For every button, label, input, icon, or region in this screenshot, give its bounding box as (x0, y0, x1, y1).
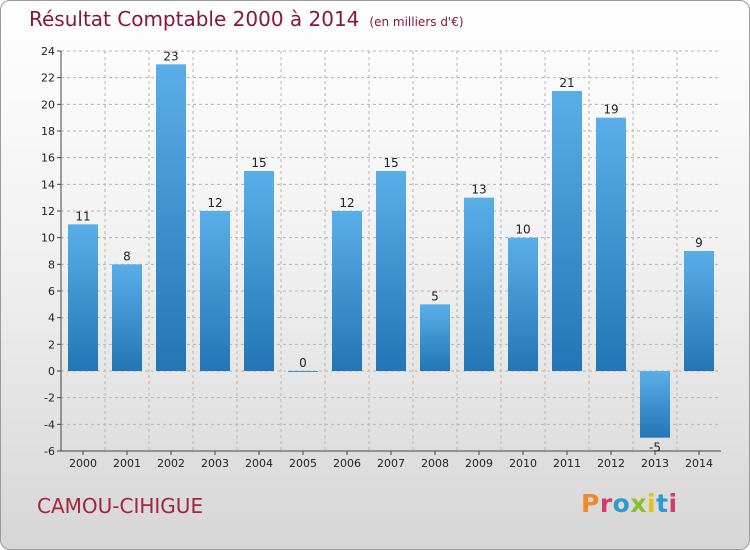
bar-2001 (112, 264, 142, 371)
x-tick-label: 2012 (597, 457, 625, 470)
x-tick-label: 2002 (157, 457, 185, 470)
bar-2011 (552, 91, 582, 371)
logo-letter: t (656, 489, 669, 518)
bar-2004 (244, 171, 274, 371)
data-label-2002: 23 (163, 49, 178, 63)
x-tick-label: 2004 (245, 457, 273, 470)
y-tick-label: 16 (41, 152, 55, 165)
x-tick-label: 2008 (421, 457, 449, 470)
data-label-2010: 10 (515, 223, 530, 237)
data-label-2000: 11 (75, 209, 90, 223)
x-tick-label: 2000 (69, 457, 97, 470)
y-tick-label: 18 (41, 125, 55, 138)
data-label-2014: 9 (695, 236, 703, 250)
data-label-2011: 21 (559, 76, 574, 90)
x-tick-label: 2006 (333, 457, 361, 470)
data-label-2008: 5 (431, 289, 439, 303)
bar-2008 (420, 304, 450, 371)
bar-2002 (156, 64, 186, 372)
bar-2006 (332, 211, 362, 371)
y-tick-label: 0 (48, 365, 55, 378)
data-label-2013: -5 (649, 441, 661, 455)
logo-letter: x (630, 489, 647, 518)
y-tick-label: 22 (41, 72, 55, 85)
y-tick-label: 14 (41, 178, 55, 191)
data-label-2012: 19 (603, 103, 618, 117)
bar-2010 (508, 237, 538, 371)
y-tick-label: 4 (48, 312, 55, 325)
y-tick-label: -4 (44, 418, 55, 431)
data-labels: 11 8 23 12 15 0 12 15 5 13 10 21 19 -5 9 (75, 49, 702, 454)
bars (68, 64, 714, 438)
y-tick-label: 2 (48, 338, 55, 351)
data-label-2003: 12 (207, 196, 222, 210)
bar-2012 (596, 117, 626, 372)
bar-2005 (288, 371, 318, 372)
y-tick-label: 12 (41, 205, 55, 218)
x-tick-label: 2007 (377, 457, 405, 470)
x-tick-label: 2011 (553, 457, 581, 470)
data-label-2005: 0 (299, 356, 307, 370)
logo-letter: i (668, 489, 678, 518)
bar-2007 (376, 171, 406, 371)
data-label-2004: 15 (251, 156, 266, 170)
data-label-2007: 15 (383, 156, 398, 170)
data-label-2001: 8 (123, 249, 131, 263)
logo-letter: o (612, 489, 631, 518)
x-tick-label: 2010 (509, 457, 537, 470)
bar-2014 (684, 251, 714, 371)
y-tick-label: 6 (48, 285, 55, 298)
logo-letter: i (647, 489, 657, 518)
bar-2003 (200, 211, 230, 371)
chart-subtitle: (en milliers d'€) (369, 15, 464, 29)
chart-title-block: Résultat Comptable 2000 à 2014 (en millie… (29, 7, 464, 31)
data-label-2009: 13 (471, 183, 486, 197)
bar-2000 (68, 224, 98, 371)
x-tick-label: 2014 (685, 457, 713, 470)
y-tick-label: 20 (41, 98, 55, 111)
proxiti-logo[interactable]: Proxiti (581, 489, 678, 518)
x-tick-label: 2009 (465, 457, 493, 470)
chart-title: Résultat Comptable 2000 à 2014 (29, 7, 360, 31)
y-tick-label: 10 (41, 232, 55, 245)
bar-2009 (464, 197, 494, 371)
logo-letter: r (599, 489, 613, 518)
bar-2013 (640, 371, 670, 438)
x-tick-label: 2013 (641, 457, 669, 470)
y-tick-label: 24 (41, 45, 55, 58)
logo-letter: P (581, 489, 600, 518)
y-tick-label: -2 (44, 392, 55, 405)
x-tick-label: 2005 (289, 457, 317, 470)
y-tick-label: 8 (48, 258, 55, 271)
commune-name: CAMOU-CIHIGUE (37, 494, 204, 518)
y-tick-label: -6 (44, 445, 55, 458)
data-label-2006: 12 (339, 196, 354, 210)
x-tick-label: 2001 (113, 457, 141, 470)
x-tick-label: 2003 (201, 457, 229, 470)
